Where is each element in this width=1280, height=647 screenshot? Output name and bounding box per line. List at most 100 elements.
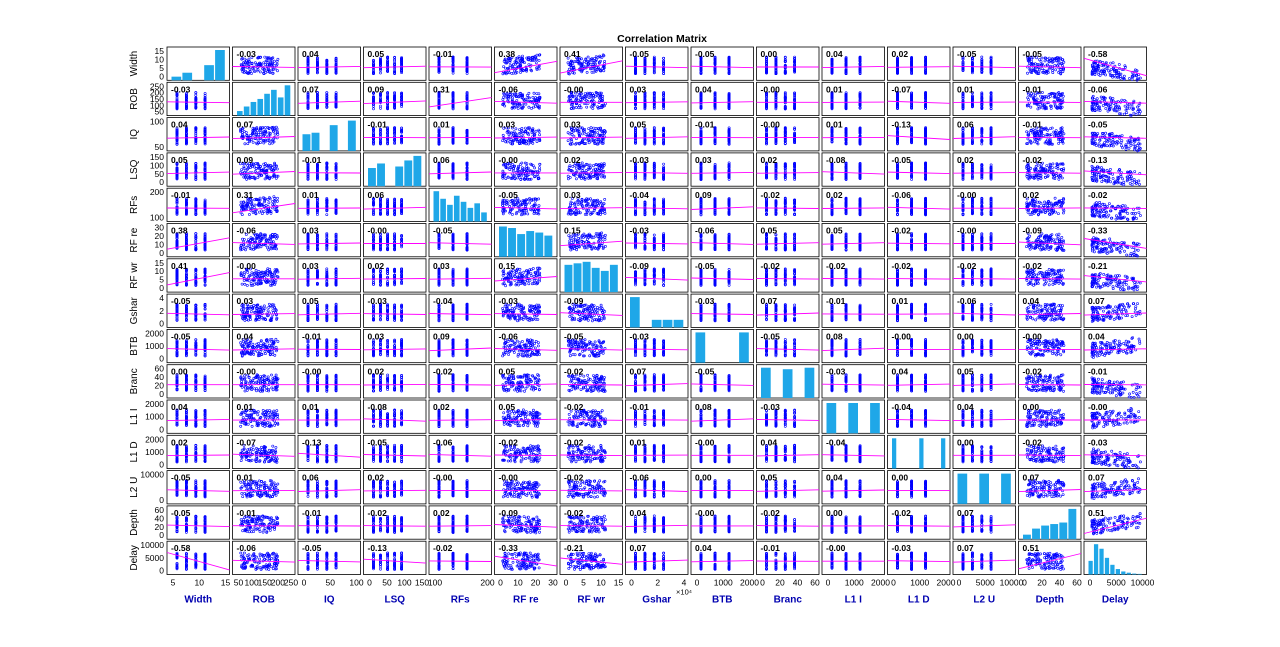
data-point xyxy=(271,71,275,75)
y-axis-label: Width xyxy=(129,51,140,77)
correlation-value: -0.06 xyxy=(499,84,519,94)
data-point xyxy=(334,56,338,60)
correlation-value: 0.38 xyxy=(499,49,516,59)
data-point xyxy=(273,67,277,71)
data-point xyxy=(241,57,244,60)
cell-0-1: -0.03 xyxy=(232,46,296,81)
data-point xyxy=(275,60,279,63)
data-point xyxy=(263,63,267,66)
correlation-value: -0.00 xyxy=(761,84,781,94)
data-point xyxy=(265,59,269,63)
data-point xyxy=(276,69,279,73)
correlation-value: 0.01 xyxy=(826,120,843,130)
cell-1-8: 0.04 xyxy=(690,81,754,117)
histogram-bar xyxy=(329,125,338,151)
cell-2-8: -0.01 xyxy=(690,117,754,152)
y-tick-label: 250 xyxy=(150,81,164,91)
data-point xyxy=(270,68,274,72)
correlation-value: 0.03 xyxy=(630,84,647,94)
correlation-value: -0.03 xyxy=(237,49,257,59)
cell-0-13: -0.05 xyxy=(1018,46,1082,81)
correlation-value: -0.05 xyxy=(1023,49,1043,59)
correlation-value: 0.04 xyxy=(826,49,843,59)
data-point xyxy=(252,68,256,72)
data-point xyxy=(325,72,329,75)
correlation-value: 0.41 xyxy=(564,49,581,59)
cell-2-3: -0.01 xyxy=(363,117,427,152)
correlation-value: 0.00 xyxy=(761,49,778,59)
y-tick-label: 10 xyxy=(155,54,165,64)
correlation-value: 0.01 xyxy=(826,84,843,94)
cell-0-4: -0.01 xyxy=(428,46,492,81)
histogram-bar xyxy=(171,76,182,81)
correlation-value: 0.04 xyxy=(302,49,319,59)
data-point xyxy=(269,59,273,62)
data-point xyxy=(334,63,338,67)
cell-0-8: -0.05 xyxy=(690,46,754,81)
scatter-points xyxy=(306,55,338,75)
cell-1-1 xyxy=(232,81,296,117)
correlation-value: 0.09 xyxy=(368,84,385,94)
data-point xyxy=(271,56,275,60)
cell-0-5: 0.38 xyxy=(494,46,558,81)
cell-1-2: 0.07 xyxy=(297,81,361,117)
cell-2-10: 0.01 xyxy=(821,117,885,152)
cell-2-9: -0.00 xyxy=(756,117,820,152)
correlation-value: 0.07 xyxy=(237,120,254,130)
histogram-bar xyxy=(257,98,264,116)
cell-1-11: -0.07 xyxy=(887,81,951,117)
correlation-value: -0.06 xyxy=(1088,84,1108,94)
data-point xyxy=(306,71,310,75)
data-point xyxy=(248,69,252,73)
y-tick-label: 15 xyxy=(155,46,165,56)
cell-2-11: -0.13 xyxy=(887,117,951,152)
data-point xyxy=(257,62,261,66)
correlation-value: -0.00 xyxy=(761,120,781,130)
correlation-value: 0.04 xyxy=(695,84,712,94)
cell-1-14: -0.06 xyxy=(1083,81,1147,117)
cell-1-12: 0.01 xyxy=(952,81,1016,117)
data-point xyxy=(306,70,310,73)
y-axis-label: IQ xyxy=(129,129,140,140)
histogram-bar xyxy=(237,111,243,116)
correlation-value: 0.02 xyxy=(892,49,909,59)
data-point xyxy=(334,60,338,64)
data-point xyxy=(315,70,319,74)
cell-2-2 xyxy=(297,117,361,152)
data-point xyxy=(266,69,270,73)
data-point xyxy=(247,64,251,68)
data-point xyxy=(247,57,251,61)
y-axis-label: ROB xyxy=(129,88,140,110)
y-tick-label: 100 xyxy=(150,117,164,127)
cell-1-6: -0.00 xyxy=(559,81,623,117)
fit-line xyxy=(887,66,951,68)
data-point xyxy=(245,59,248,63)
cell-0-9: 0.00 xyxy=(756,46,820,81)
correlation-value: 0.03 xyxy=(499,120,516,130)
data-point xyxy=(250,62,254,66)
data-point xyxy=(266,68,270,72)
data-point xyxy=(267,70,271,74)
cell-1-3: 0.09 xyxy=(363,81,427,117)
data-point xyxy=(315,71,319,75)
cell-1-9: -0.00 xyxy=(756,81,820,117)
data-point xyxy=(262,61,266,65)
data-point xyxy=(262,72,266,76)
data-point xyxy=(243,57,247,61)
data-point xyxy=(325,68,329,72)
data-point xyxy=(263,55,267,59)
correlation-value: -0.05 xyxy=(695,49,715,59)
fit-line xyxy=(297,65,361,69)
histogram-bar xyxy=(243,106,250,116)
data-point xyxy=(256,56,260,60)
histogram-bar xyxy=(311,132,320,151)
data-point xyxy=(325,60,329,63)
correlation-value: 0.01 xyxy=(957,84,974,94)
cell-0-11: 0.02 xyxy=(887,46,951,81)
data-point xyxy=(242,61,246,64)
data-point xyxy=(306,56,310,60)
data-point xyxy=(271,68,275,71)
cell-1-0: -0.03 xyxy=(166,81,230,117)
data-point xyxy=(306,55,310,59)
